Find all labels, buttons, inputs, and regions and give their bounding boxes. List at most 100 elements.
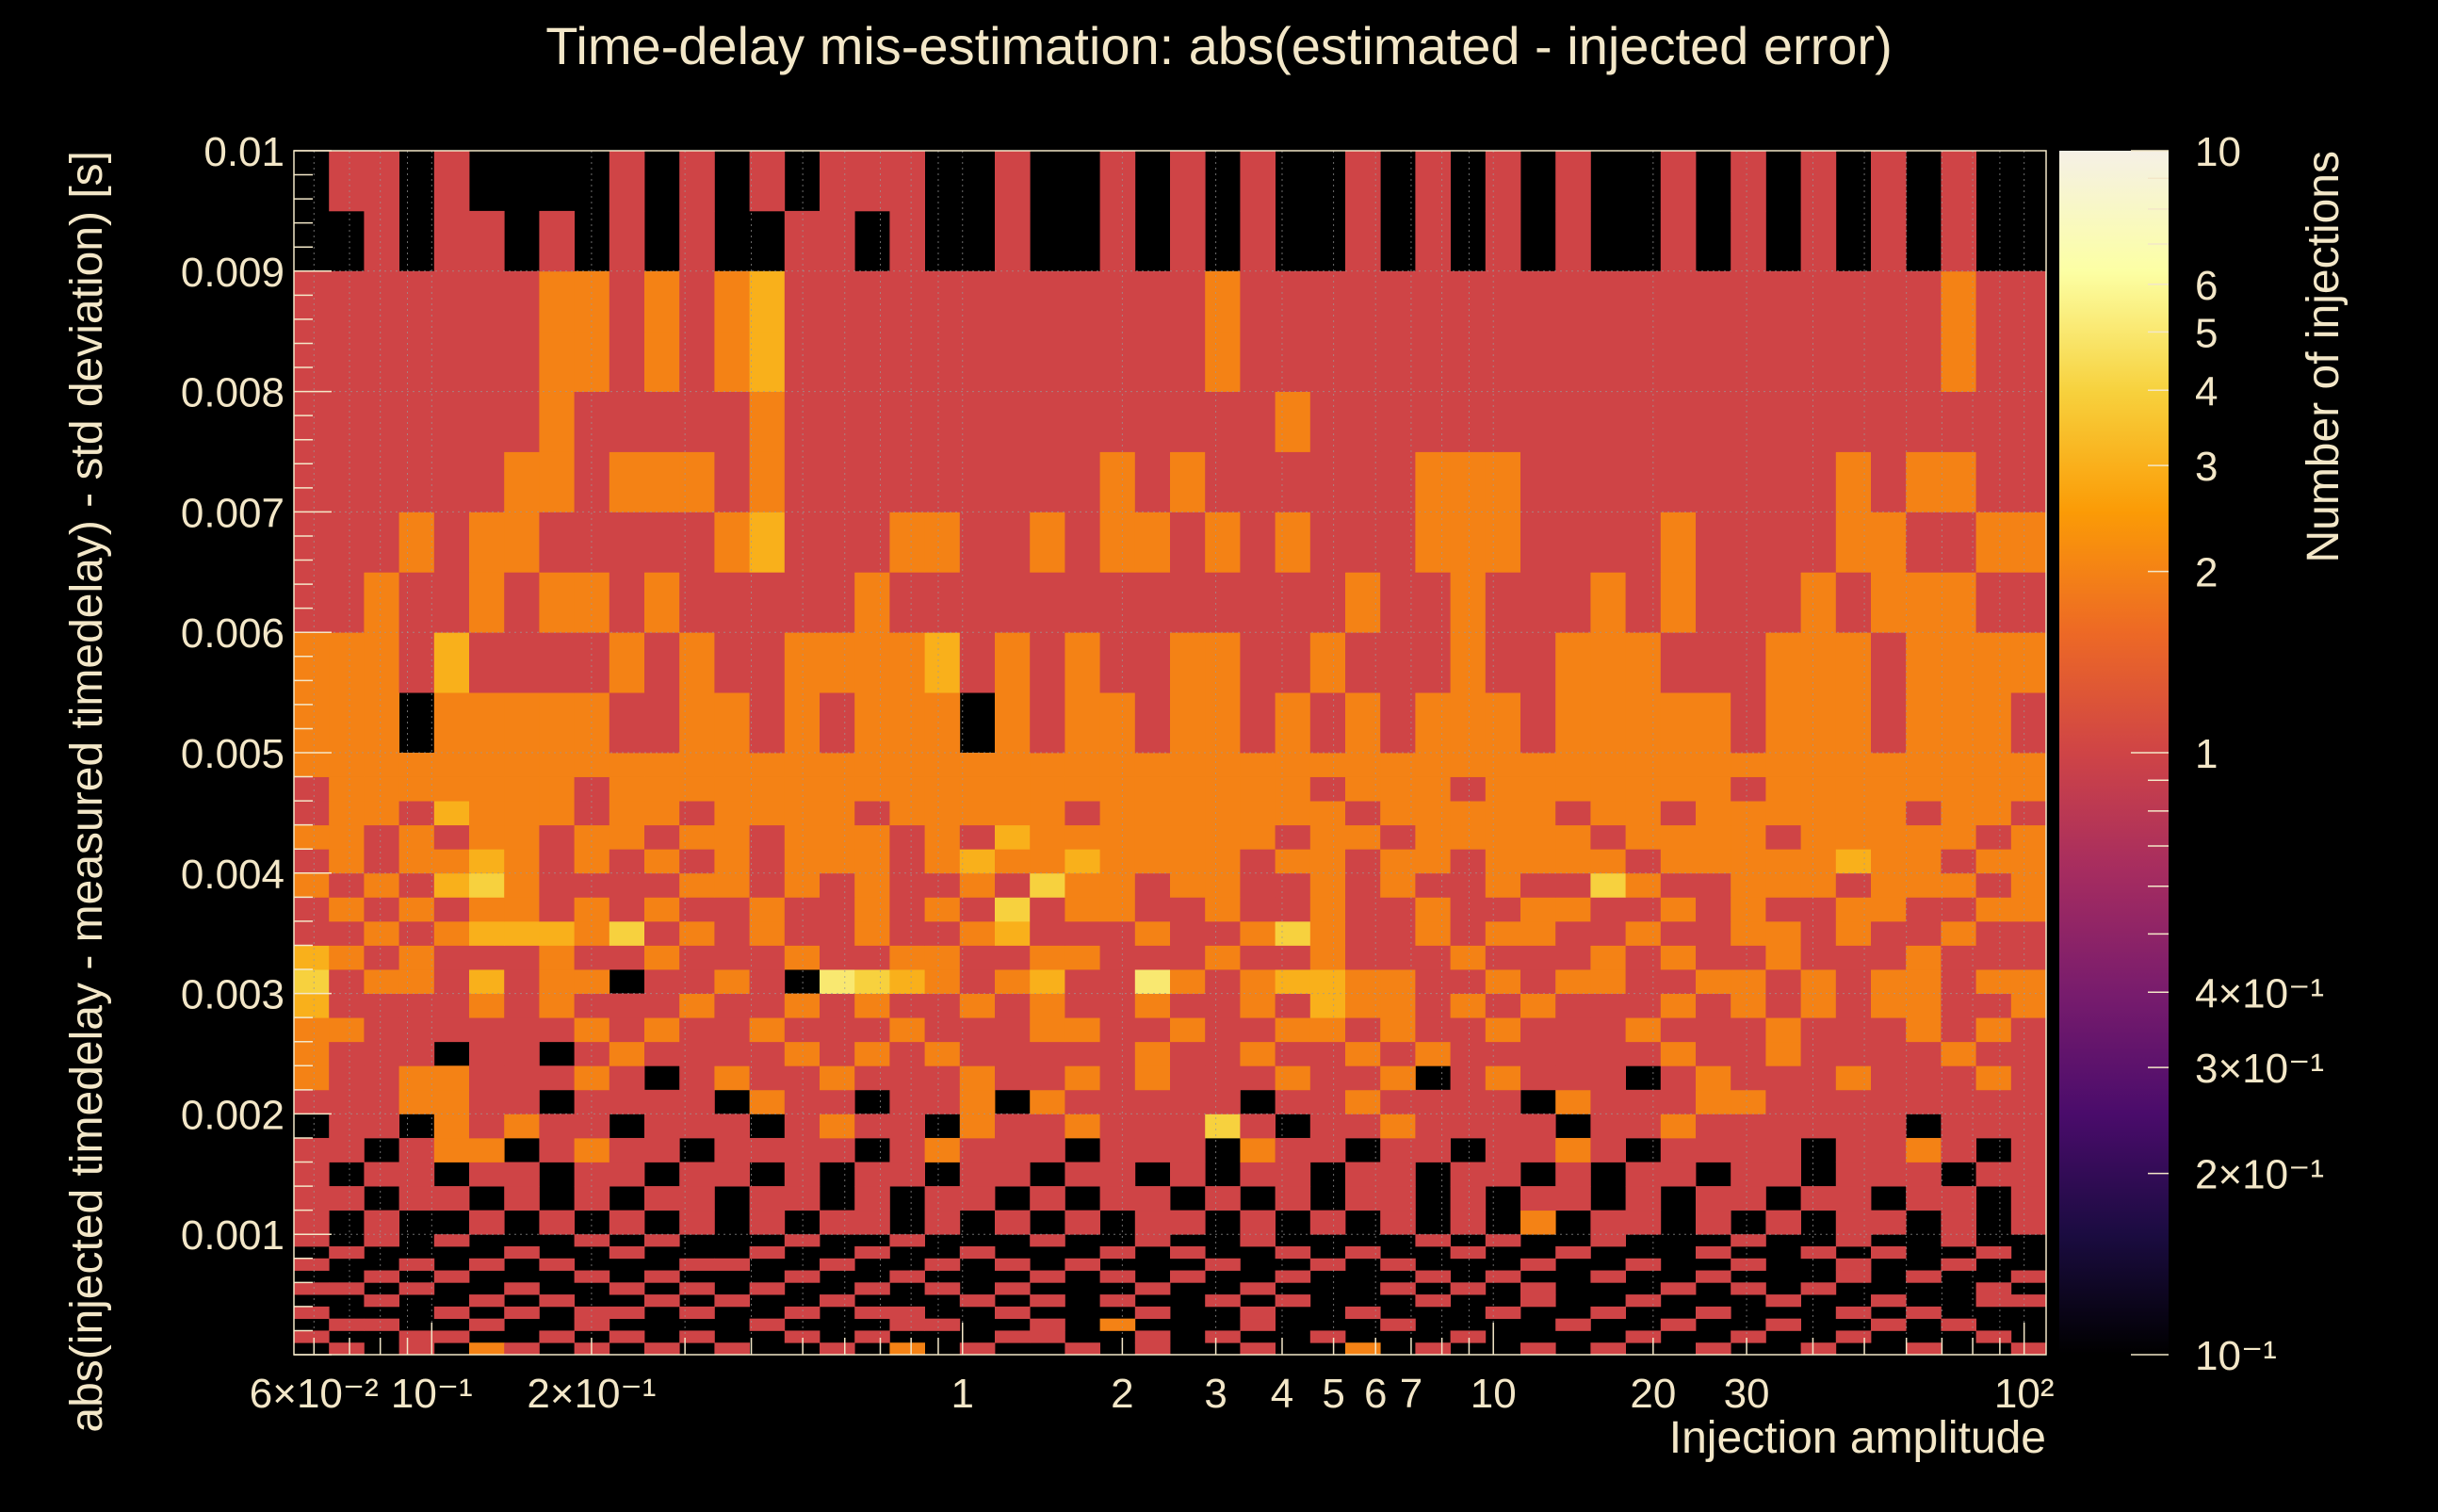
heatmap-cell (504, 572, 540, 633)
heatmap-cell (609, 801, 645, 826)
heatmap-cell (995, 1065, 1031, 1091)
heatmap-cell (1275, 331, 1311, 392)
heatmap-cell (469, 920, 505, 946)
heatmap-cell (1030, 331, 1065, 392)
heatmap-cell (1134, 1017, 1171, 1043)
heatmap-cell (1309, 1330, 1346, 1343)
heatmap-cell (1941, 824, 1976, 850)
heatmap-cell (679, 151, 715, 212)
heatmap-cell (1941, 1089, 1976, 1114)
heatmap-cell (609, 945, 645, 970)
heatmap-cell (609, 210, 645, 272)
heatmap-cell (294, 391, 330, 452)
heatmap-cell (1450, 969, 1487, 994)
heatmap-cell (1555, 1162, 1591, 1187)
heatmap-cell (1660, 872, 1697, 898)
heatmap-cell (1170, 391, 1206, 452)
heatmap-cell (539, 512, 575, 573)
heatmap-cell (820, 969, 855, 994)
heatmap-cell (1205, 572, 1241, 633)
heatmap-cell (1555, 572, 1591, 633)
heatmap-cell (294, 692, 330, 754)
heatmap-cell (1696, 1017, 1731, 1043)
heatmap-cell (1696, 1065, 1731, 1091)
heatmap-cell (1345, 824, 1381, 850)
heatmap-cell (1205, 692, 1241, 754)
heatmap-cell (889, 824, 925, 850)
heatmap-cell (995, 824, 1031, 850)
heatmap-cell (995, 1041, 1031, 1066)
heatmap-cell (1765, 331, 1801, 392)
heatmap-cell (539, 1017, 575, 1043)
heatmap-cell (1380, 632, 1416, 693)
heatmap-cell (1205, 776, 1241, 802)
heatmap-cell (820, 270, 855, 333)
heatmap-cell (1590, 776, 1626, 802)
heatmap-cell (1380, 897, 1416, 922)
heatmap-cell (1625, 920, 1662, 946)
heatmap-cell (924, 920, 961, 946)
heatmap-cell (1941, 1114, 1976, 1139)
x-tick-label: 30 (1724, 1371, 1770, 1417)
heatmap-cell (1485, 897, 1521, 922)
heatmap-cell (1625, 331, 1662, 392)
heatmap-cell (1485, 1234, 1521, 1247)
heatmap-cell (1345, 1342, 1381, 1356)
heatmap-cell (1345, 331, 1381, 392)
heatmap-cell (1415, 210, 1451, 272)
heatmap-cell (469, 1162, 505, 1187)
heatmap-cell (1275, 849, 1311, 874)
heatmap-cell (1275, 1065, 1311, 1091)
heatmap-cell (1520, 969, 1556, 994)
heatmap-cell (1590, 753, 1626, 777)
heatmap-cell (364, 1162, 399, 1187)
heatmap-cell (398, 1258, 435, 1271)
heatmap-cell (1555, 897, 1591, 922)
heatmap-cell (644, 331, 680, 392)
heatmap-cell (749, 897, 786, 922)
heatmap-cell (1731, 572, 1766, 633)
heatmap-cell (1520, 824, 1556, 850)
heatmap-cell (1906, 753, 1942, 777)
heatmap-cell (1240, 331, 1276, 392)
heatmap-cell (329, 331, 365, 392)
heatmap-cell (504, 1114, 540, 1139)
heatmap-cell (784, 572, 821, 633)
heatmap-cell (1906, 1186, 1942, 1211)
colorbar-tick-label: 10 (2195, 129, 2241, 175)
heatmap-cell (1065, 801, 1100, 826)
heatmap-cell (574, 1234, 610, 1247)
heatmap-cell (1660, 849, 1697, 874)
y-axis-label: abs(injected timedelay - measured timede… (62, 151, 112, 1433)
heatmap-cell (784, 692, 821, 754)
heatmap-cell (294, 1330, 330, 1343)
heatmap-cell (1134, 1186, 1171, 1211)
heatmap-cell (504, 776, 540, 802)
heatmap-cell (1275, 945, 1311, 970)
heatmap-cell (1485, 776, 1521, 802)
heatmap-cell (820, 1065, 855, 1091)
heatmap-cell (329, 801, 365, 826)
heatmap-cell (1450, 692, 1487, 754)
heatmap-cell (854, 692, 890, 754)
heatmap-cell (1485, 1089, 1521, 1114)
heatmap-cell (1765, 1162, 1801, 1187)
heatmap-cell (1450, 872, 1487, 898)
heatmap-cell (609, 632, 645, 693)
heatmap-cell (1906, 632, 1942, 693)
heatmap-cell (1696, 1089, 1731, 1114)
heatmap-cell (504, 1041, 540, 1066)
heatmap-cell (1555, 451, 1591, 512)
heatmap-cell (714, 801, 750, 826)
heatmap-cell (294, 1282, 330, 1295)
heatmap-cell (644, 824, 680, 850)
heatmap-cell (644, 969, 680, 994)
heatmap-cell (924, 1065, 961, 1091)
heatmap-cell (1590, 1270, 1626, 1283)
heatmap-cell (1309, 1065, 1346, 1091)
heatmap-cell (749, 945, 786, 970)
y-tick-label: 0.002 (181, 1092, 284, 1138)
heatmap-cell (1030, 572, 1065, 633)
heatmap-cell (1134, 270, 1171, 333)
heatmap-cell (854, 801, 890, 826)
